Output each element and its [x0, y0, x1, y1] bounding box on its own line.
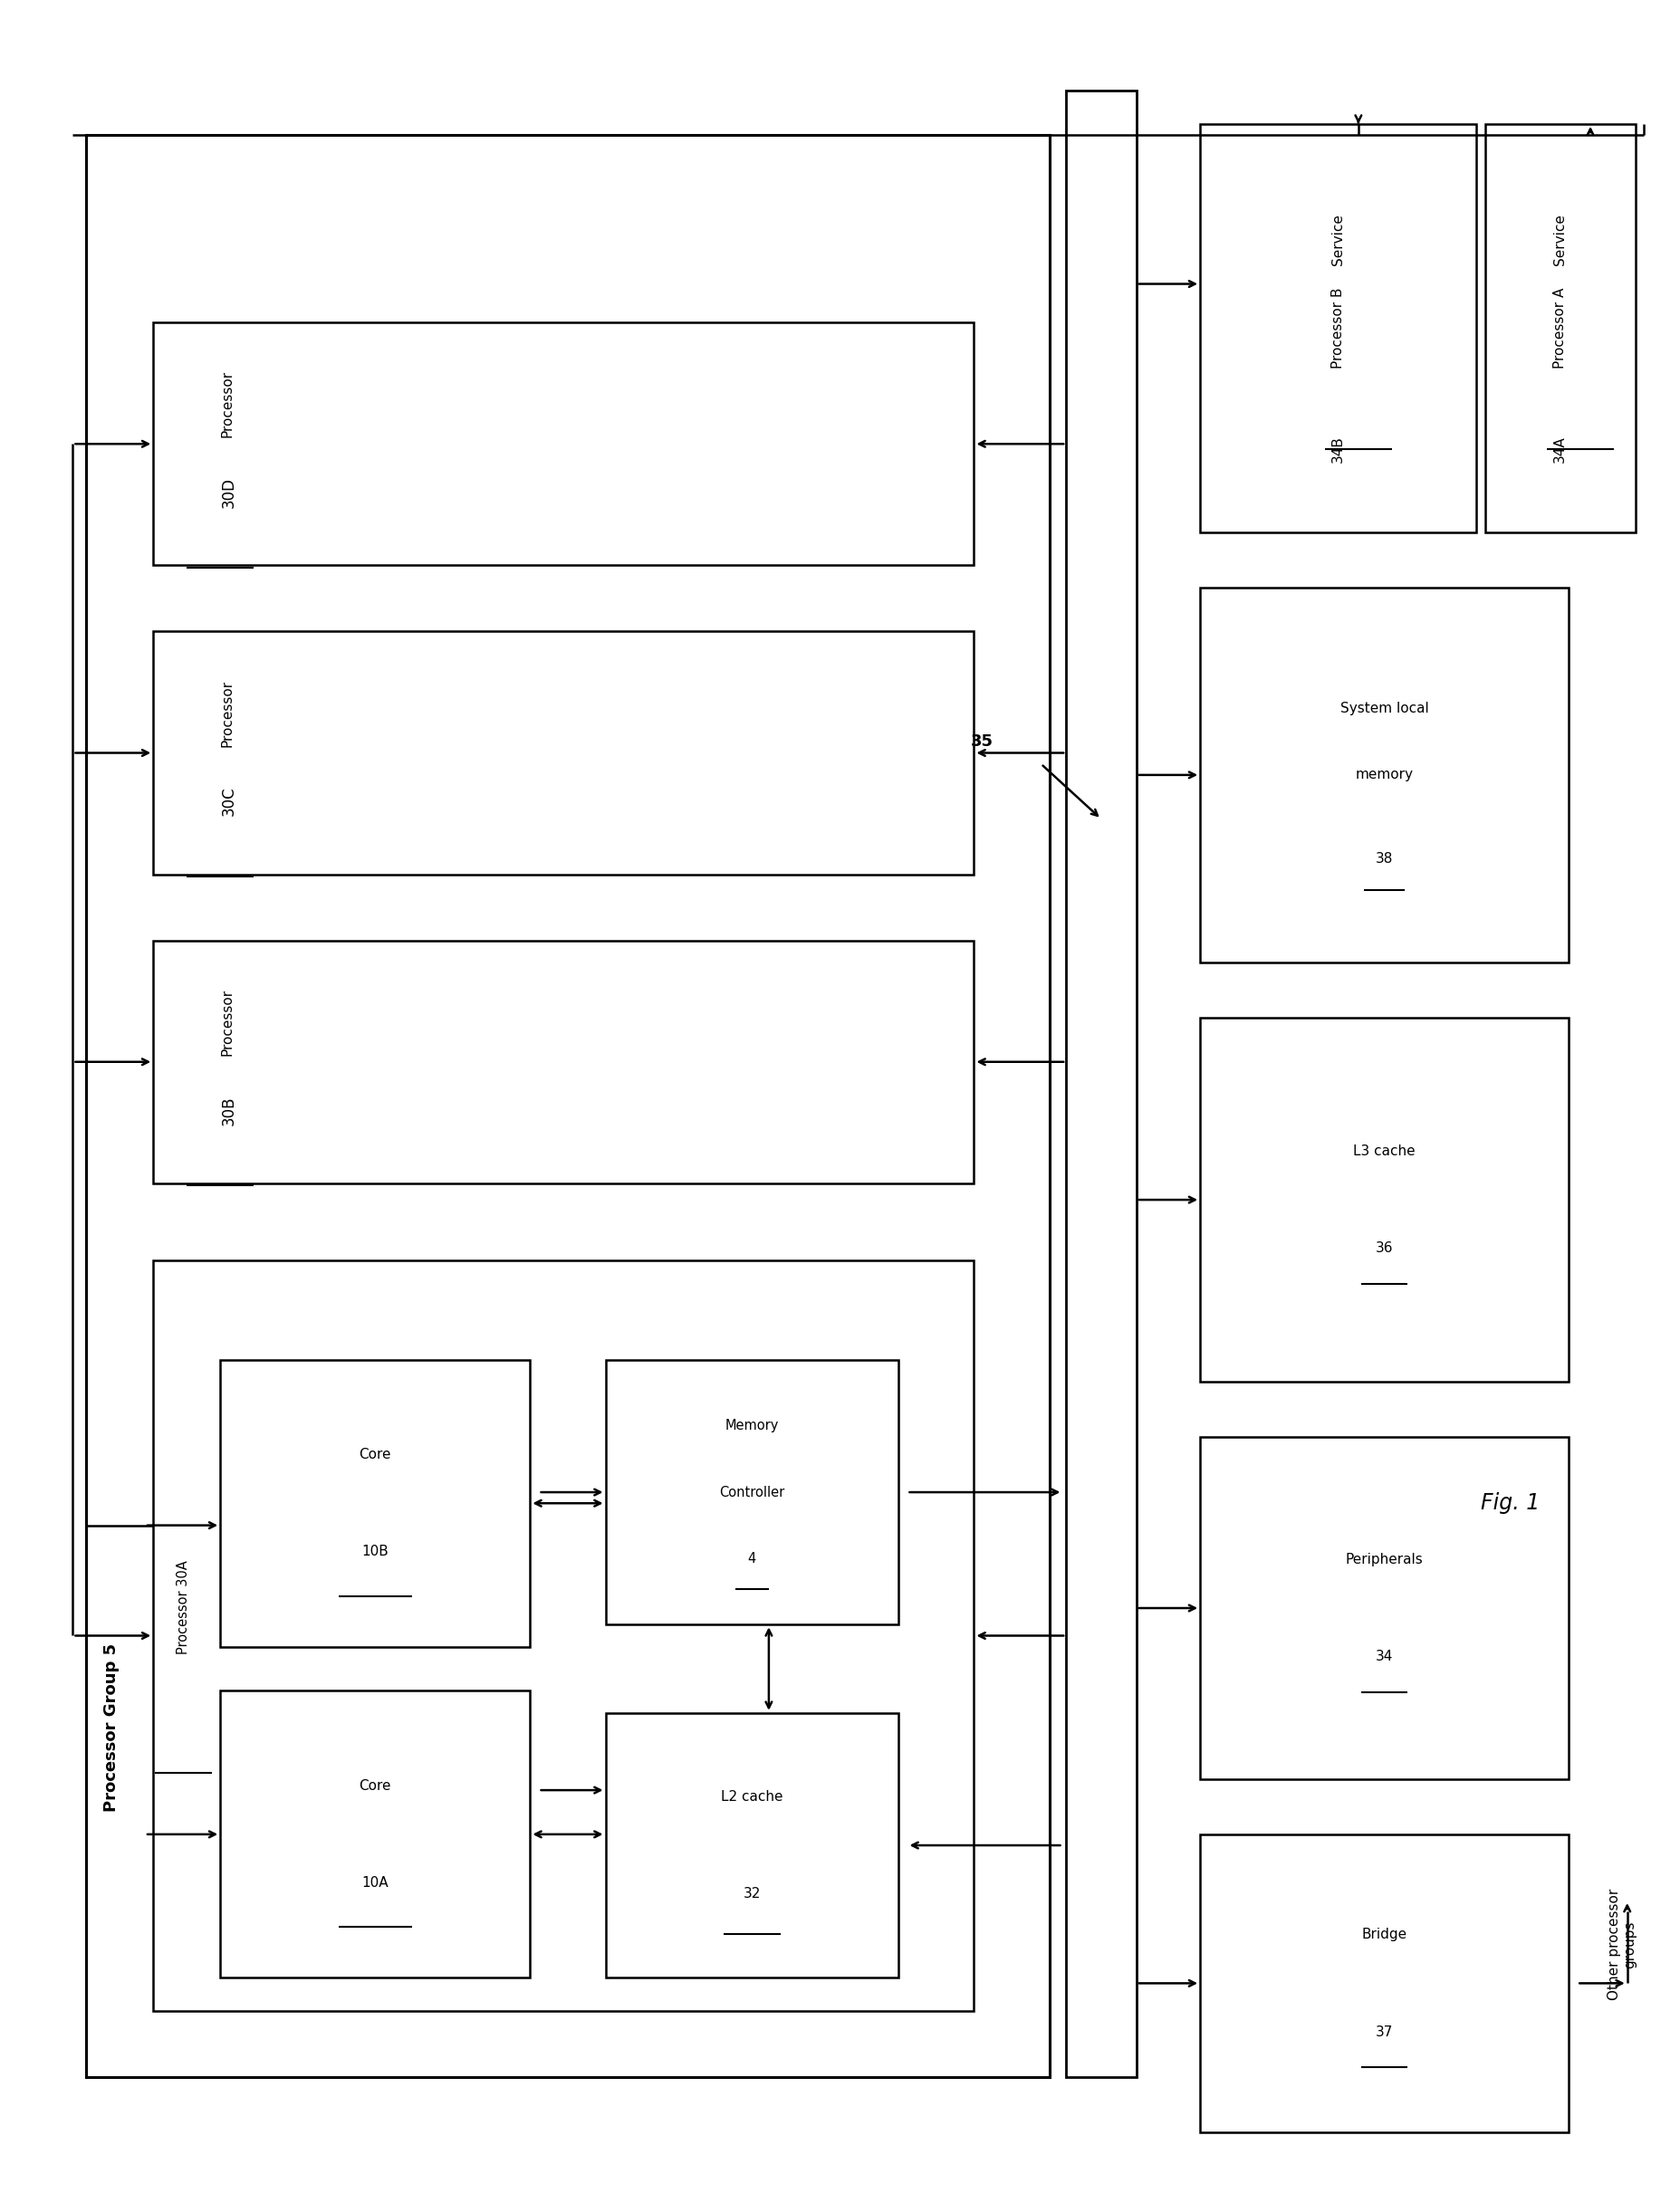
Text: memory: memory: [1356, 768, 1413, 781]
Bar: [1200, 1018, 1569, 1382]
Text: Bridge: Bridge: [1362, 1929, 1408, 1942]
Text: 30B: 30B: [220, 1095, 237, 1126]
Text: Controller: Controller: [719, 1486, 785, 1500]
Bar: [1485, 124, 1636, 533]
Bar: [1200, 124, 1477, 533]
Text: 10B: 10B: [361, 1544, 388, 1559]
Text: 38: 38: [1376, 852, 1393, 865]
Text: Memory: Memory: [726, 1420, 780, 1433]
Text: Processor A: Processor A: [1554, 288, 1567, 369]
Text: Processor: Processor: [220, 679, 234, 748]
Text: Processor B: Processor B: [1332, 288, 1346, 369]
Text: 32: 32: [743, 1887, 761, 1900]
Text: Processor Group 5: Processor Group 5: [102, 1644, 119, 1812]
Text: 10A: 10A: [361, 1876, 388, 1889]
Bar: [153, 630, 974, 874]
Bar: [153, 940, 974, 1183]
Bar: [1200, 1834, 1569, 2132]
Text: 4: 4: [748, 1551, 756, 1566]
Text: 34: 34: [1376, 1650, 1393, 1663]
Text: L3 cache: L3 cache: [1354, 1144, 1416, 1159]
Text: Processor 30A: Processor 30A: [176, 1559, 190, 1655]
Text: Peripherals: Peripherals: [1346, 1553, 1423, 1566]
Text: 34B: 34B: [1332, 436, 1346, 462]
Bar: [605, 1360, 899, 1624]
Text: Service: Service: [1554, 215, 1567, 265]
Bar: [220, 1360, 531, 1646]
Bar: [605, 1712, 899, 1978]
Text: Core: Core: [360, 1778, 391, 1792]
Text: 30D: 30D: [220, 478, 237, 509]
Text: System local: System local: [1341, 701, 1428, 714]
Text: 37: 37: [1376, 2024, 1393, 2039]
Text: 36: 36: [1376, 1241, 1393, 1254]
Text: 30C: 30C: [220, 787, 237, 816]
Text: Fig. 1: Fig. 1: [1480, 1493, 1539, 1515]
Bar: [1200, 588, 1569, 962]
Text: 34A: 34A: [1554, 436, 1567, 462]
Text: Processor: Processor: [220, 372, 234, 438]
Bar: [1067, 91, 1136, 2077]
Text: Core: Core: [360, 1449, 391, 1462]
Text: Other processor
groups: Other processor groups: [1608, 1889, 1636, 2000]
Text: Processor: Processor: [220, 989, 234, 1055]
Bar: [153, 323, 974, 566]
Bar: [1200, 1438, 1569, 1778]
Text: Service: Service: [1332, 215, 1346, 265]
Text: L2 cache: L2 cache: [721, 1790, 783, 1803]
Text: 35: 35: [971, 734, 993, 750]
Bar: [153, 1261, 974, 2011]
Bar: [86, 135, 1050, 2077]
Bar: [220, 1690, 531, 1978]
